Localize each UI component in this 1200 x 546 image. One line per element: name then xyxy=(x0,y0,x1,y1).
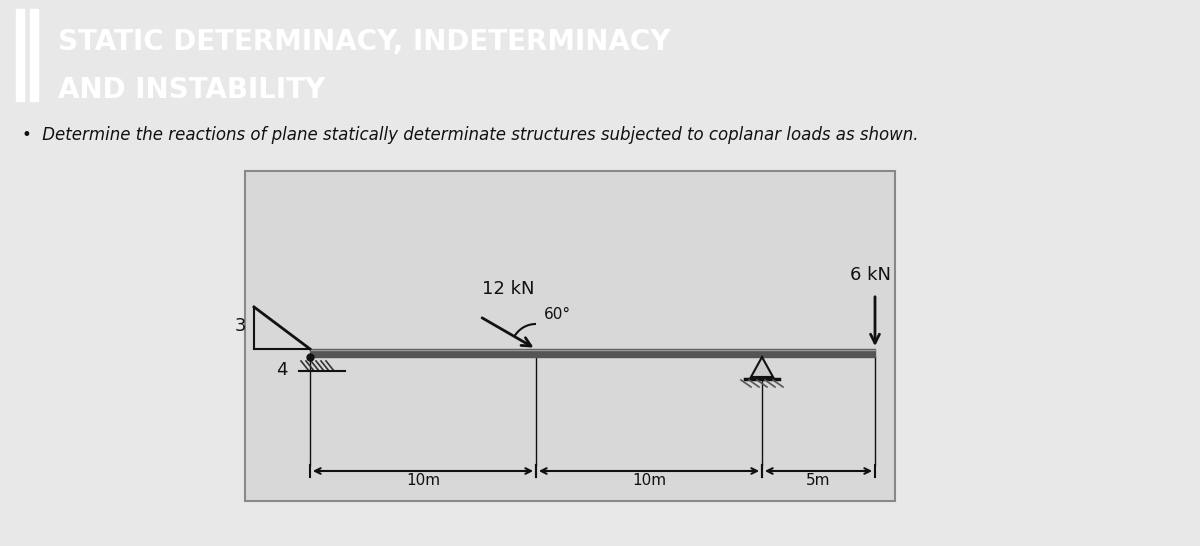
Text: 5m: 5m xyxy=(806,473,830,488)
Text: STATIC DETERMINACY, INDETERMINACY: STATIC DETERMINACY, INDETERMINACY xyxy=(58,28,670,56)
Bar xyxy=(30,9,38,100)
Text: 10m: 10m xyxy=(632,473,666,488)
Text: 12 kN: 12 kN xyxy=(481,281,534,299)
Polygon shape xyxy=(751,357,773,377)
Bar xyxy=(16,9,24,100)
Text: 3: 3 xyxy=(234,317,246,335)
FancyBboxPatch shape xyxy=(245,171,895,501)
Text: •  Determine the reactions of plane statically determinate structures subjected : • Determine the reactions of plane stati… xyxy=(22,126,918,144)
Text: 4: 4 xyxy=(276,361,288,379)
Text: 10m: 10m xyxy=(406,473,440,488)
Text: 60°: 60° xyxy=(544,307,571,322)
Text: AND INSTABILITY: AND INSTABILITY xyxy=(58,76,325,104)
Text: 6 kN: 6 kN xyxy=(850,266,890,284)
